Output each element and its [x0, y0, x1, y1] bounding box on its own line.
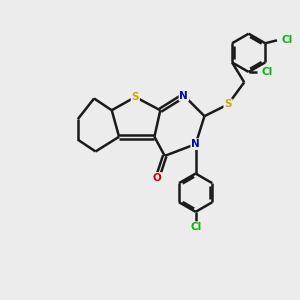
Text: S: S — [224, 99, 232, 110]
Text: N: N — [191, 139, 200, 149]
Text: O: O — [153, 173, 162, 183]
Text: N: N — [179, 91, 188, 100]
Text: Cl: Cl — [281, 35, 292, 45]
Text: Cl: Cl — [262, 67, 273, 77]
Text: S: S — [131, 92, 139, 102]
Text: Cl: Cl — [190, 222, 201, 232]
